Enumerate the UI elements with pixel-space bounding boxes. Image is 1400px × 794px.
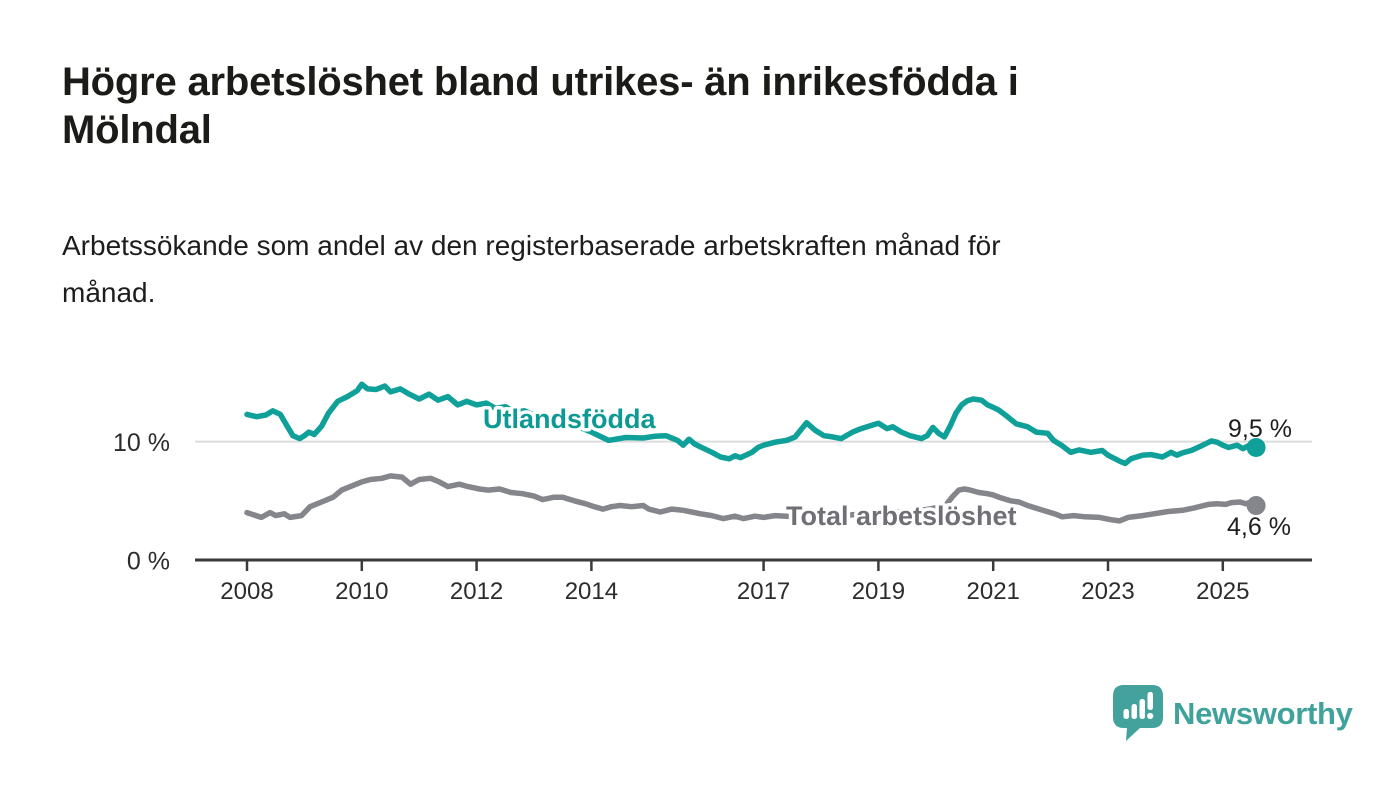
series-end-value: 9,5 % <box>1228 415 1292 443</box>
newsworthy-logo-icon <box>1113 685 1163 741</box>
chart-title: Högre arbetslöshet bland utrikes- än inr… <box>62 60 1019 152</box>
x-tick-label: 2010 <box>335 578 388 605</box>
x-tick-label: 2021 <box>967 578 1020 605</box>
x-tick-label: 2014 <box>565 578 618 605</box>
series-label: Utlandsfödda <box>483 404 656 434</box>
newsworthy-logo[interactable]: Newsworthy <box>1112 684 1353 743</box>
y-tick-label: 0 % <box>127 548 170 576</box>
series-end-dot <box>1246 496 1266 516</box>
y-tick-label: 10 % <box>113 429 170 457</box>
newsworthy-logo-text: Newsworthy <box>1173 695 1353 731</box>
x-tick-label: 2025 <box>1196 578 1249 605</box>
series-end-dot <box>1246 438 1266 458</box>
x-tick-label: 2008 <box>220 578 273 605</box>
series-label: Total arbetslöshet <box>786 501 1017 531</box>
chart-subtitle: Arbetssökande som andel av den registerb… <box>62 230 1001 308</box>
x-tick-label: 2019 <box>852 578 905 605</box>
series-line-total <box>244 473 1259 524</box>
series-end-value: 4,6 % <box>1227 513 1291 541</box>
x-tick-label: 2017 <box>737 578 790 605</box>
x-tick-label: 2023 <box>1081 578 1134 605</box>
x-tick-label: 2012 <box>450 578 503 605</box>
series-line-utlandsfodda <box>244 381 1259 467</box>
